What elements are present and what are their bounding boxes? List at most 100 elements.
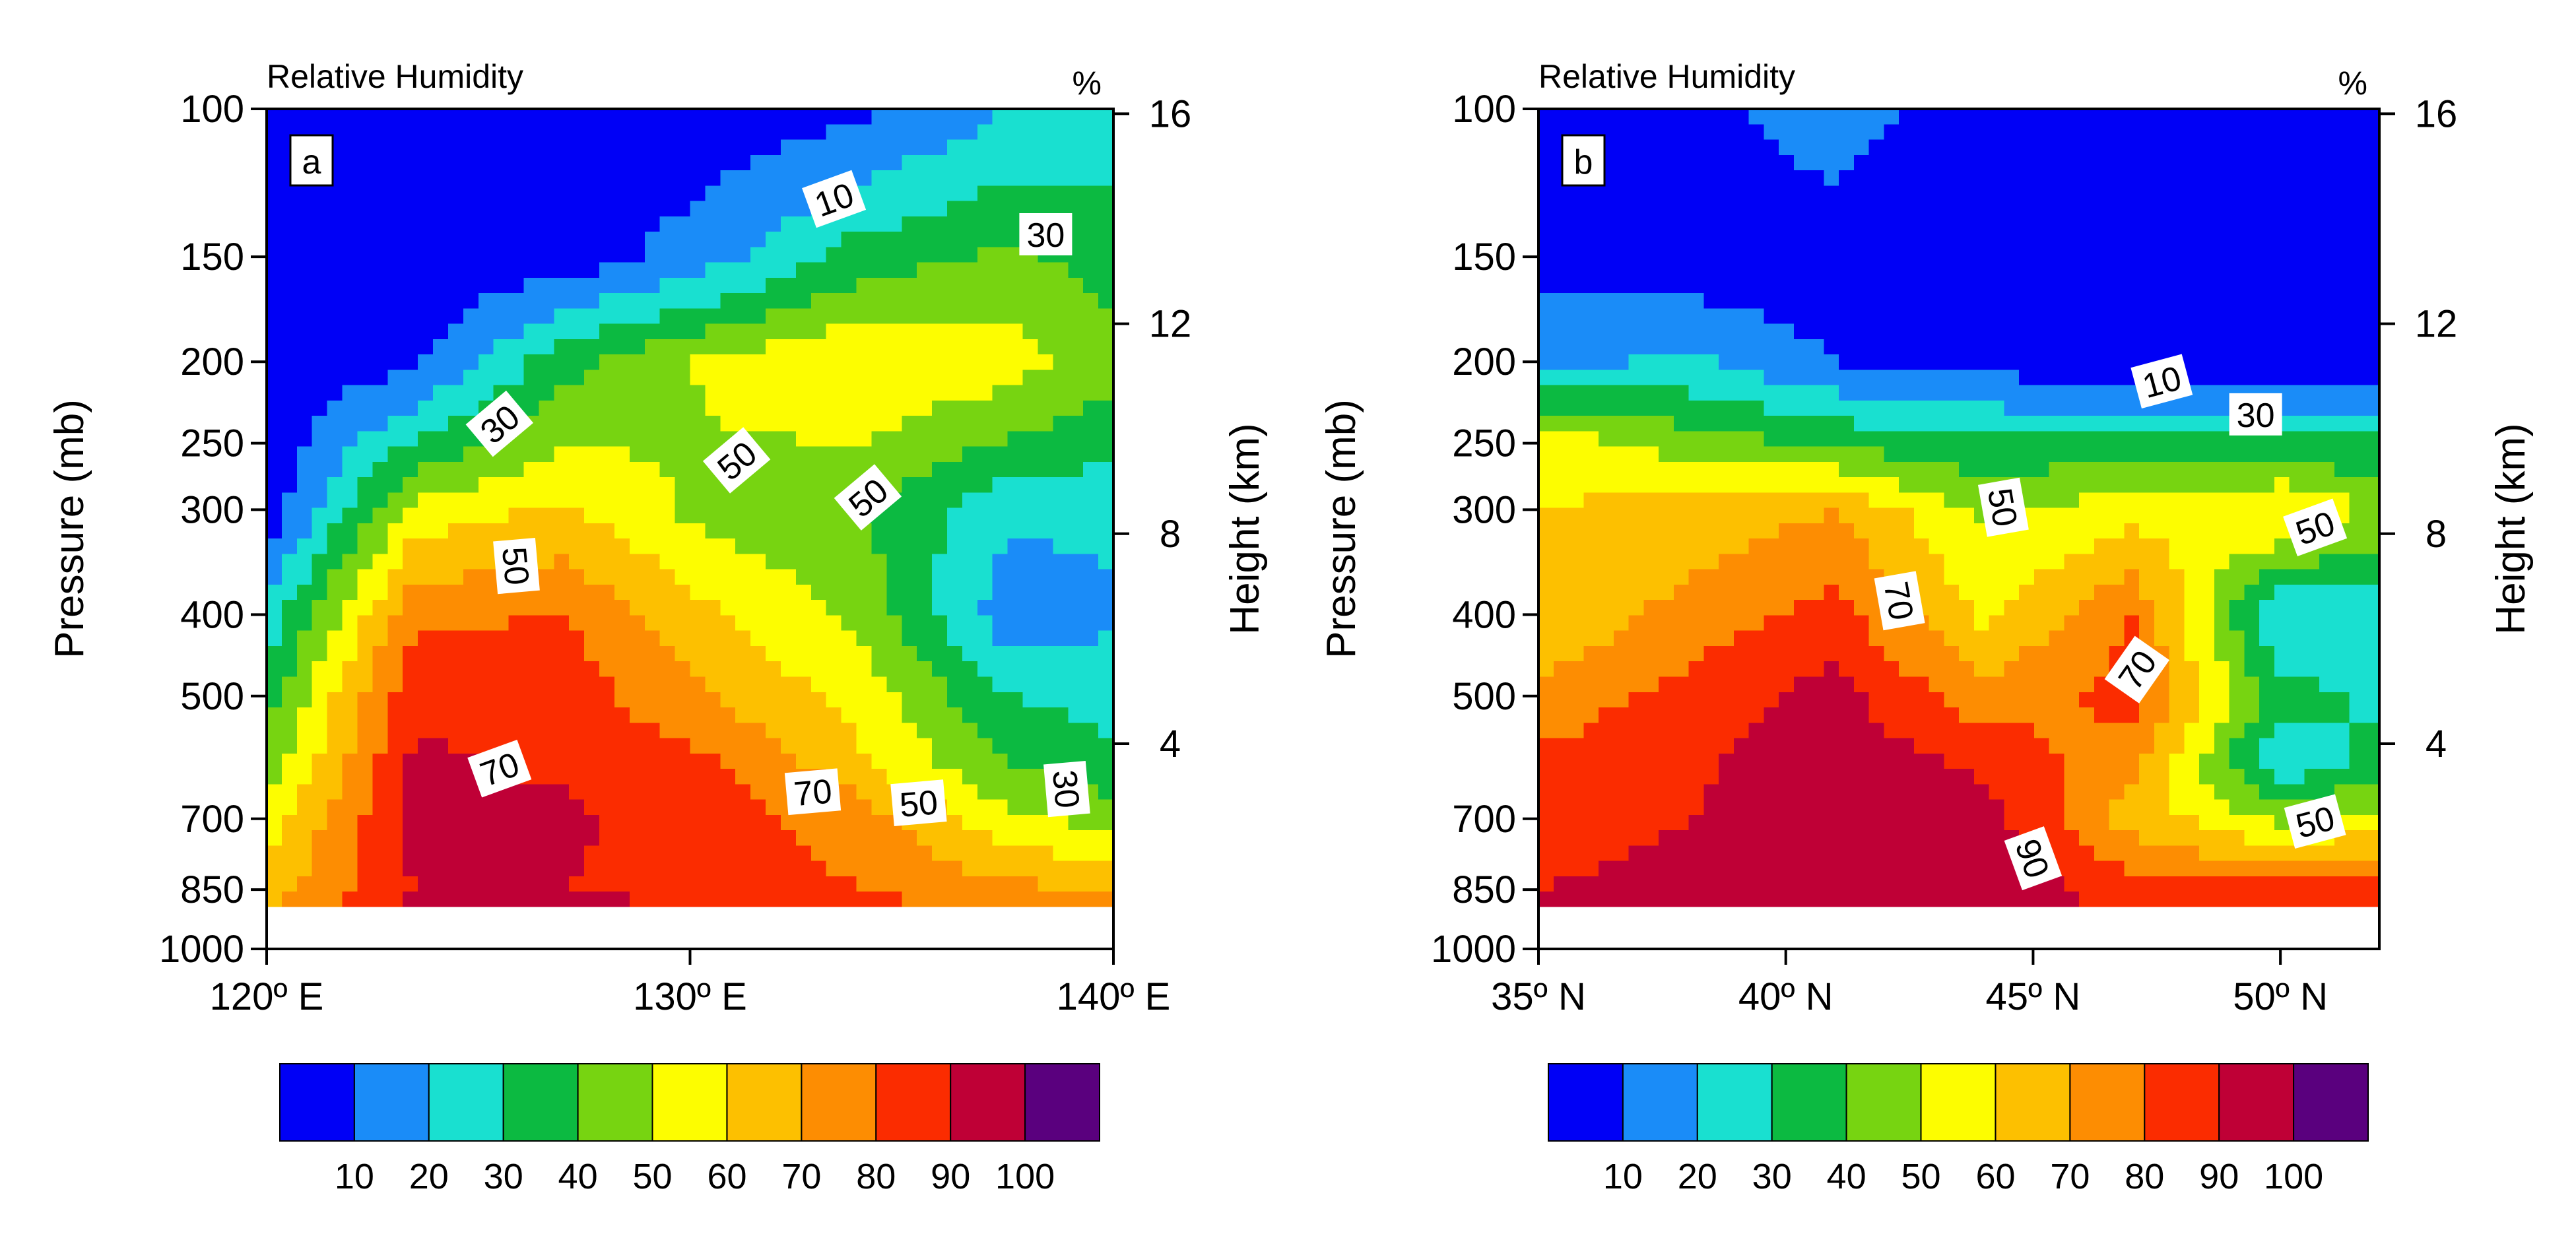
colorbar-label: 90 bbox=[2199, 1157, 2239, 1196]
field-cell bbox=[463, 308, 555, 325]
field-cell bbox=[267, 554, 282, 570]
field-cell bbox=[2154, 738, 2185, 754]
field-cell bbox=[992, 585, 1114, 601]
field-cell bbox=[690, 354, 1054, 371]
field-cell bbox=[1538, 707, 1599, 724]
field-cell bbox=[2259, 600, 2380, 616]
field-cell bbox=[932, 569, 993, 585]
colorbar-swatch bbox=[502, 1063, 579, 1142]
field-cell bbox=[720, 293, 812, 309]
field-cell bbox=[1538, 799, 1705, 816]
field-cell bbox=[1764, 431, 2380, 447]
field-cell bbox=[569, 876, 857, 892]
field-cell bbox=[659, 723, 766, 739]
field-cell bbox=[1929, 615, 1975, 632]
field-cell bbox=[403, 845, 585, 862]
field-cell bbox=[659, 216, 781, 232]
field-cell bbox=[1688, 569, 1885, 585]
field-cell bbox=[554, 554, 570, 570]
field-cell bbox=[1538, 615, 1630, 632]
field-cell bbox=[296, 784, 343, 800]
field-cell bbox=[932, 585, 993, 601]
field-cell bbox=[267, 109, 873, 125]
field-cell bbox=[1944, 692, 2080, 708]
field-cell bbox=[267, 507, 282, 524]
field-cell bbox=[795, 753, 873, 769]
y2-tick-label: 16 bbox=[2415, 92, 2458, 135]
field-cell bbox=[327, 738, 358, 754]
field-cell bbox=[766, 339, 1039, 355]
field-cell bbox=[1839, 354, 2380, 371]
field-cell bbox=[327, 400, 418, 416]
y-tick-label: 100 bbox=[1452, 88, 1516, 131]
field-cell bbox=[932, 400, 1084, 416]
field-cell bbox=[1989, 615, 2064, 632]
field-cell bbox=[267, 830, 282, 847]
field-cell bbox=[871, 538, 948, 555]
plot-title: Relative Humidity bbox=[267, 58, 523, 95]
field-cell bbox=[1068, 262, 1114, 278]
field-cell bbox=[735, 707, 842, 724]
field-cell bbox=[1538, 830, 1659, 847]
field-cell bbox=[2214, 784, 2260, 800]
field-cell bbox=[659, 277, 766, 294]
field-cell bbox=[932, 600, 978, 616]
field-cell bbox=[2184, 738, 2215, 754]
panel-label: b bbox=[1574, 143, 1593, 181]
field-cell bbox=[2169, 784, 2215, 800]
field-cell bbox=[1538, 738, 1734, 754]
field-cell bbox=[705, 523, 873, 539]
field-cell bbox=[267, 600, 282, 616]
field-cell bbox=[690, 370, 1024, 386]
contour-label-text: 50 bbox=[898, 783, 940, 825]
field-cell bbox=[418, 738, 449, 754]
field-cell bbox=[387, 692, 615, 708]
field-cell bbox=[296, 630, 328, 647]
field-cell bbox=[418, 630, 585, 647]
field-cell bbox=[523, 323, 600, 340]
field-cell bbox=[962, 861, 1114, 877]
colorbar-label: 40 bbox=[558, 1157, 598, 1196]
field-cell bbox=[1853, 416, 2380, 432]
field-cell bbox=[1599, 431, 1765, 447]
field-cell bbox=[2094, 585, 2140, 601]
field-cell bbox=[1022, 370, 1114, 386]
field-cell bbox=[1538, 769, 1719, 785]
field-cell bbox=[2169, 707, 2200, 724]
field-cell bbox=[1899, 109, 2380, 125]
field-cell bbox=[2244, 646, 2275, 663]
field-cell bbox=[478, 354, 525, 371]
field-cell bbox=[2064, 799, 2110, 816]
field-cell bbox=[1868, 492, 1944, 509]
field-cell bbox=[1538, 400, 1765, 416]
field-cell bbox=[735, 538, 873, 555]
field-cell bbox=[357, 615, 389, 632]
field-cell bbox=[1053, 845, 1114, 862]
field-cell bbox=[599, 354, 691, 371]
field-cell bbox=[433, 385, 494, 401]
field-cell bbox=[1538, 507, 1825, 524]
field-cell bbox=[705, 385, 993, 401]
field-cell bbox=[2169, 554, 2230, 570]
field-cell bbox=[2109, 814, 2200, 831]
contour-label: 70 bbox=[1874, 571, 1925, 631]
field-cell bbox=[2064, 784, 2125, 800]
field-cell bbox=[1538, 370, 1765, 386]
field-cell bbox=[856, 630, 902, 647]
y-axis-title: Pressure (mb) bbox=[1319, 399, 1364, 659]
field-cell bbox=[659, 461, 933, 478]
field-cell bbox=[1643, 600, 1795, 616]
field-cell bbox=[342, 753, 374, 769]
field-cell bbox=[1053, 354, 1114, 371]
field-cell bbox=[902, 477, 993, 494]
field-cell bbox=[1868, 692, 1944, 708]
field-cell bbox=[1599, 861, 2035, 877]
field-cell bbox=[1538, 554, 1719, 570]
field-cell bbox=[2214, 615, 2230, 632]
field-cell bbox=[1944, 630, 2050, 647]
field-cell bbox=[2154, 600, 2185, 616]
colorbar-swatch bbox=[801, 1063, 877, 1142]
field-cell bbox=[267, 646, 298, 663]
field-cell bbox=[2079, 600, 2155, 616]
field-cell bbox=[1868, 707, 1960, 724]
